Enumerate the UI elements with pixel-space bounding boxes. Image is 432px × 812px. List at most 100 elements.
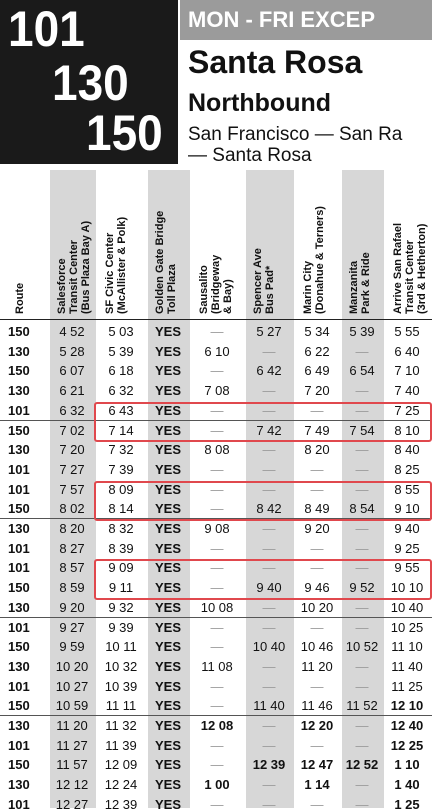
time-cell: 12 47 (300, 757, 334, 773)
column-header: Route (10, 170, 52, 318)
column-header-label: Sausalito (Bridgeway & Bay) (198, 254, 234, 314)
time-cell: 8 10 (394, 422, 420, 438)
time-cell: 10 40 (390, 599, 424, 615)
route-cell: 150 (8, 698, 30, 714)
time-cell: 11 40 (253, 698, 285, 714)
route-cell: 101 (8, 402, 30, 418)
time-cell: 12 20 (300, 718, 334, 733)
column-header-label: SF Civic Center (McAllister & Polk) (104, 216, 128, 314)
time-cell: — (210, 363, 224, 379)
time-cell: 12 08 (200, 718, 234, 733)
toll-plaza-cell: YES (154, 402, 181, 418)
route-number-150: 150 (86, 105, 163, 161)
service-days-banner: MON - FRI EXCEP (180, 0, 432, 40)
time-cell: 6 49 (304, 363, 330, 379)
time-cell: 8 25 (394, 461, 420, 477)
time-cell: 1 10 (394, 757, 420, 773)
route-cell: 150 (8, 501, 30, 517)
time-cell: 11 10 (391, 639, 423, 655)
time-cell: — (355, 560, 369, 576)
route-number-130: 130 (52, 55, 129, 111)
route-cell: 150 (8, 363, 30, 379)
column-shade (148, 170, 190, 808)
time-cell: 12 09 (104, 757, 138, 773)
time-cell: 1 40 (394, 777, 420, 793)
column-header: Marin City (Donahue & Terners) (298, 170, 344, 318)
time-cell: 6 40 (394, 343, 420, 359)
highlight-box (94, 401, 432, 443)
time-cell: 10 27 (55, 678, 89, 694)
time-cell: 8 49 (304, 501, 330, 517)
time-cell: 9 09 (108, 560, 134, 576)
toll-plaza-cell: YES (154, 678, 181, 694)
toll-plaza-cell: YES (154, 461, 181, 477)
column-header-label: Golden Gate Bridge Toll Plaza (154, 210, 178, 314)
time-cell: — (210, 402, 224, 418)
time-cell: 6 54 (349, 363, 375, 379)
column-shade (246, 170, 294, 808)
time-cell: 8 57 (59, 560, 85, 576)
toll-plaza-cell: YES (154, 442, 181, 458)
time-cell: — (355, 599, 369, 615)
route-cell: 130 (8, 343, 30, 359)
time-cell: 6 32 (108, 383, 134, 399)
time-cell: 9 40 (394, 521, 420, 536)
time-cell: — (355, 383, 369, 399)
column-shade (50, 170, 96, 808)
route-cell: 130 (8, 383, 30, 399)
column-header: Sausalito (Bridgeway & Bay) (194, 170, 248, 318)
time-cell: 11 32 (105, 718, 137, 733)
time-cell: 9 55 (394, 560, 420, 576)
toll-plaza-cell: YES (154, 324, 181, 339)
time-cell: 9 39 (108, 619, 134, 635)
time-cell: — (210, 461, 224, 477)
time-cell: 6 18 (108, 363, 134, 379)
time-cell: 7 49 (304, 422, 330, 438)
time-cell: — (262, 461, 276, 477)
time-cell: 9 08 (204, 521, 230, 536)
toll-plaza-cell: YES (154, 777, 181, 793)
time-cell: — (310, 540, 324, 556)
time-cell: 7 32 (108, 442, 134, 458)
time-cell: 10 52 (345, 639, 379, 655)
time-cell: 7 02 (59, 422, 85, 438)
time-cell: 5 55 (394, 324, 420, 339)
route-cell: 101 (8, 796, 30, 812)
toll-plaza-cell: YES (154, 619, 181, 635)
time-cell: — (310, 737, 324, 753)
time-cell: 8 39 (108, 540, 134, 556)
time-cell: 10 11 (105, 639, 137, 655)
toll-plaza-cell: YES (154, 658, 181, 674)
time-cell: — (262, 560, 276, 576)
route-cell: 150 (8, 324, 30, 339)
time-cell: 10 10 (390, 580, 424, 596)
time-cell: 8 14 (108, 501, 134, 517)
time-cell: — (262, 540, 276, 556)
time-cell: 5 03 (108, 324, 134, 339)
time-cell: 6 43 (108, 402, 134, 418)
route-cell: 101 (8, 560, 30, 576)
time-cell: — (210, 796, 224, 812)
time-cell: 11 39 (105, 737, 137, 753)
time-cell: 10 46 (300, 639, 334, 655)
time-cell: 4 52 (59, 324, 85, 339)
route-cell: 130 (8, 777, 30, 793)
toll-plaza-cell: YES (154, 363, 181, 379)
time-cell: 11 46 (301, 698, 333, 714)
time-cell: 9 46 (304, 580, 330, 596)
time-cell: 7 40 (394, 383, 420, 399)
toll-plaza-cell: YES (154, 422, 181, 438)
toll-plaza-cell: YES (154, 560, 181, 576)
time-cell: — (262, 777, 276, 793)
time-cell: 11 27 (56, 737, 88, 753)
header-divider (0, 319, 432, 320)
route-cell: 130 (8, 599, 30, 615)
time-cell: 8 59 (59, 580, 85, 596)
time-cell: 8 20 (59, 521, 85, 536)
time-cell: — (310, 796, 324, 812)
time-cell: 8 02 (59, 501, 85, 517)
time-cell: 8 55 (394, 481, 420, 497)
time-cell: 7 08 (204, 383, 230, 399)
toll-plaza-cell: YES (154, 521, 181, 536)
route-cell: 101 (8, 737, 30, 753)
